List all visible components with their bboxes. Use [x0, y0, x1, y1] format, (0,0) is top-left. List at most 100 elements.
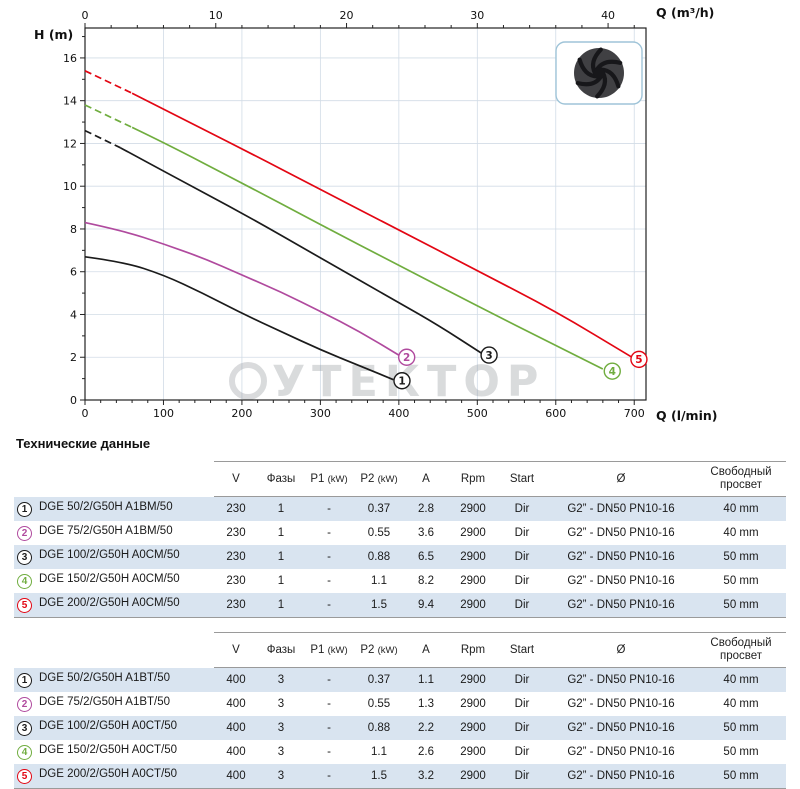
- column-header: Свободный просвет: [696, 631, 786, 669]
- model-cell: 5 DGE 200/2/G50H A0CT/50: [14, 763, 214, 789]
- spec-cell: 8.2: [418, 574, 434, 587]
- column-header: Rpm: [448, 631, 498, 669]
- column-header: A: [404, 631, 448, 669]
- spec-cell: 50 mm: [723, 574, 759, 587]
- x-bottom-tick-label: 200: [231, 407, 252, 420]
- x-bottom-axis-title: Q (l/min): [656, 408, 717, 423]
- column-header: Start: [498, 631, 546, 669]
- spec-cell: 40 mm: [723, 674, 759, 687]
- spec-cell: G2” - DN50 PN10-16: [546, 592, 696, 618]
- spec-row: 2 DGE 75/2/G50H A1BM/50 230 1 - 0.55 3.6 2900 Di…: [14, 521, 786, 545]
- spec-cell: 230: [214, 592, 258, 618]
- spec-cell: 1.1: [418, 674, 434, 687]
- spec-cell: 1.5: [354, 592, 404, 618]
- curve-series-3: 3: [84, 129, 498, 364]
- x-bottom-tick-label: 400: [388, 407, 409, 420]
- spec-cell: Dir: [498, 592, 546, 618]
- spec-cell: 2900: [460, 526, 486, 539]
- spec-cell: Dir: [514, 745, 530, 758]
- spec-cell: 0.88: [367, 721, 391, 734]
- spec-table-three-phase: V Фазы P1 (kW) P2 (kW) A Rpm Start Ø Свободный п…: [14, 631, 786, 789]
- curve-number-badge: 4: [17, 573, 32, 589]
- spec-row: 3 DGE 100/2/G50H A0CT/50 400 3 - 0.88 2.2 2900 D…: [14, 715, 786, 740]
- spec-cell: -: [327, 503, 331, 516]
- curve-label-circle: [480, 346, 498, 364]
- column-header: Start: [498, 460, 546, 498]
- spec-cell: Dir: [498, 763, 546, 789]
- model-column-header: [14, 462, 214, 497]
- spec-cell: 2900: [460, 721, 486, 734]
- spec-cell: G2” - DN50 PN10-16: [567, 574, 675, 587]
- model-column-header: [14, 632, 214, 667]
- spec-cell: 40 mm: [723, 526, 759, 539]
- curve-label-number: 4: [609, 366, 616, 378]
- x-bottom-tick-label: 300: [310, 407, 331, 420]
- curve-label-circle: [393, 372, 411, 390]
- spec-cell: G2” - DN50 PN10-16: [567, 745, 675, 758]
- spec-cell: 230: [226, 550, 246, 563]
- curve-series-5: 5: [84, 70, 648, 369]
- model-cell: 3 DGE 100/2/G50H A0CT/50: [14, 716, 214, 740]
- spec-cell: Dir: [514, 697, 530, 710]
- spec-cell: Dir: [514, 574, 530, 587]
- spec-cell: Dir: [514, 526, 530, 539]
- column-header: P2 (kW): [354, 460, 404, 498]
- spec-cell: Dir: [514, 721, 530, 734]
- column-header: Rpm: [448, 460, 498, 498]
- model-name: DGE 150/2/G50H A0CM/50: [39, 572, 180, 585]
- spec-cell: -: [327, 697, 331, 710]
- spec-cell: 1.1: [371, 745, 387, 758]
- model-cell: 1 DGE 50/2/G50H A1BT/50: [14, 668, 214, 692]
- spec-row: 4 DGE 150/2/G50H A0CT/50 400 3 - 1.1 2.6 2900 Di…: [14, 740, 786, 764]
- spec-cell: 2900: [460, 745, 486, 758]
- spec-cell: -: [304, 763, 354, 789]
- spec-cell: 2900: [460, 550, 486, 563]
- spec-cell: 2900: [448, 592, 498, 618]
- spec-cell: G2” - DN50 PN10-16: [567, 674, 675, 687]
- curve-dashed-lead: [84, 70, 133, 94]
- section-heading: Технические данные: [16, 436, 151, 451]
- curve-number-badge: 5: [17, 597, 32, 613]
- column-header: Ø: [546, 460, 696, 498]
- spec-cell: 230: [226, 526, 246, 539]
- spec-cell: 0.37: [367, 674, 391, 687]
- y-tick-label: 2: [70, 351, 77, 364]
- column-header: P1 (kW): [304, 460, 354, 498]
- column-header: Свободный просвет: [696, 460, 786, 498]
- column-header: P1 (kW): [304, 631, 354, 669]
- spec-cell: G2” - DN50 PN10-16: [567, 550, 675, 563]
- x-top-tick-label: 40: [601, 9, 615, 22]
- x-top-axis-title: Q (m³/h): [656, 5, 714, 20]
- curve-series-2: 2: [84, 221, 416, 366]
- column-header: P2 (kW): [354, 631, 404, 669]
- spec-cell: 1: [277, 526, 285, 539]
- curve-number-badge: 1: [17, 672, 32, 688]
- model-name: DGE 200/2/G50H A0CT/50: [39, 767, 178, 780]
- column-header: V: [214, 460, 258, 498]
- column-header: V: [214, 631, 258, 669]
- spec-cell: 6.5: [418, 550, 434, 563]
- column-header: Фазы: [258, 460, 304, 498]
- spec-row: 5 DGE 200/2/G50H A0CM/50 230 1-1.5 9.4 2900 Di…: [14, 592, 786, 618]
- model-cell: 5 DGE 200/2/G50H A0CM/50: [14, 592, 214, 618]
- y-tick-label: 8: [70, 223, 77, 236]
- spec-cell: 3.6: [418, 526, 434, 539]
- column-header: Фазы: [258, 631, 304, 669]
- spec-cell: 1: [277, 503, 285, 516]
- grid-lines: [85, 28, 646, 400]
- spec-cell: 2.8: [418, 503, 434, 516]
- curve-series-1: 1: [84, 255, 411, 390]
- performance-curve-chart: УТЕКТОР024681012141601002003004005006007…: [34, 5, 717, 423]
- curve-number-badge: 2: [17, 525, 32, 541]
- spec-row: 1 DGE 50/2/G50H A1BM/50 230 1 - 0.37 2.8 2900 Di…: [14, 496, 786, 521]
- spec-cell: 3: [277, 697, 285, 710]
- spec-cell: G2” - DN50 PN10-16: [567, 503, 675, 516]
- spec-cell: 50 mm: [723, 745, 759, 758]
- spec-cell: 0.88: [367, 550, 391, 563]
- x-bottom-tick-label: 600: [545, 407, 566, 420]
- column-header: Ø: [546, 631, 696, 669]
- spec-cell: 230: [226, 574, 246, 587]
- curve-path: [131, 92, 633, 358]
- spec-row: 2 DGE 75/2/G50H A1BT/50 400 3 - 0.55 1.3 2900 Di…: [14, 692, 786, 716]
- header-row: V Фазы P1 (kW) P2 (kW) A Rpm Start Ø Свободный п…: [14, 460, 786, 498]
